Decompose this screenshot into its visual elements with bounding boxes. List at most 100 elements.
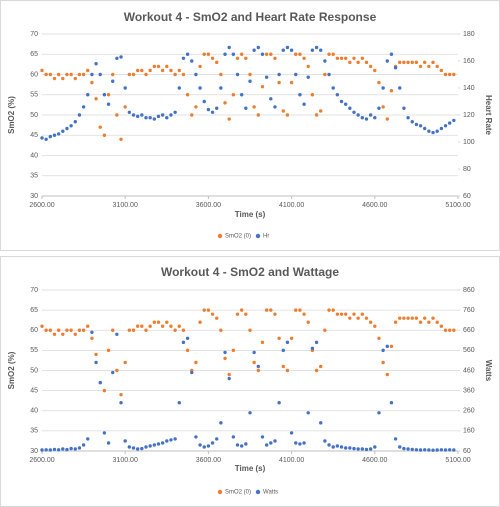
data-point — [227, 45, 231, 50]
y2-tick-label: 60 — [463, 448, 471, 455]
data-point — [73, 447, 77, 451]
data-point — [269, 441, 273, 445]
data-point — [61, 332, 65, 336]
data-point — [385, 59, 389, 63]
data-point — [185, 336, 190, 340]
data-point — [119, 401, 123, 405]
data-point — [402, 316, 406, 320]
data-point — [94, 62, 98, 66]
data-point — [414, 60, 419, 65]
data-point — [140, 68, 144, 73]
data-point — [173, 110, 177, 115]
data-point — [44, 448, 48, 452]
data-point — [210, 312, 215, 316]
y-tick-label: 55 — [30, 92, 38, 99]
data-point — [277, 72, 281, 77]
data-point — [352, 446, 356, 451]
data-point — [115, 332, 119, 336]
data-point — [327, 52, 331, 56]
data-point — [223, 356, 227, 361]
data-point — [410, 316, 414, 320]
data-point — [435, 64, 439, 69]
x-axis-title: Time (s) — [235, 210, 266, 219]
data-point — [348, 316, 352, 320]
data-point — [377, 411, 381, 415]
data-point — [156, 64, 161, 69]
data-point — [111, 72, 115, 77]
data-point — [181, 340, 186, 345]
data-point — [294, 308, 298, 312]
data-point — [281, 364, 285, 369]
data-point — [343, 102, 348, 106]
data-point — [169, 438, 173, 442]
data-point — [148, 68, 152, 73]
data-point — [231, 348, 236, 353]
data-point — [256, 364, 261, 369]
x-tick-label: 5100.00 — [445, 202, 470, 209]
data-point — [69, 446, 73, 451]
y-tick-label: 65 — [30, 307, 38, 314]
data-point — [302, 312, 306, 316]
data-point — [173, 72, 177, 77]
data-point — [277, 80, 281, 85]
data-point — [190, 113, 194, 117]
y-tick-label: 40 — [30, 408, 38, 415]
x-tick-label: 3600.00 — [196, 457, 221, 464]
data-point — [123, 105, 127, 109]
data-point — [252, 360, 256, 365]
data-point — [90, 330, 94, 334]
data-point — [185, 348, 190, 353]
legend-marker — [255, 233, 261, 239]
data-point — [310, 93, 315, 97]
data-point — [248, 72, 252, 77]
data-point — [219, 328, 223, 332]
data-point — [86, 68, 90, 73]
data-point — [239, 93, 244, 97]
data-point — [127, 328, 132, 332]
data-point — [181, 72, 186, 77]
data-point — [418, 320, 423, 324]
data-point — [73, 76, 77, 81]
data-point — [77, 72, 82, 77]
data-point — [273, 56, 277, 60]
data-point — [314, 368, 319, 373]
data-point — [135, 324, 140, 328]
data-point — [148, 444, 152, 448]
data-point — [452, 448, 456, 452]
data-point — [331, 86, 335, 90]
data-point — [348, 106, 352, 110]
data-point — [77, 446, 82, 450]
data-point — [452, 118, 456, 123]
data-point — [389, 401, 394, 405]
data-point — [231, 435, 236, 439]
x-tick-label: 2600.00 — [29, 202, 54, 209]
data-point — [435, 320, 439, 324]
data-point — [331, 52, 335, 56]
data-point — [148, 116, 152, 120]
data-point — [377, 106, 381, 110]
data-point — [260, 340, 265, 345]
data-point — [48, 134, 53, 139]
data-point — [447, 328, 452, 332]
data-point — [206, 444, 211, 448]
data-point — [306, 411, 310, 415]
data-point — [331, 445, 335, 449]
y-axis-title: SmO2 (%) — [7, 96, 16, 134]
data-point — [339, 99, 344, 104]
data-point — [256, 113, 261, 117]
data-point — [381, 105, 385, 109]
data-point — [106, 441, 111, 445]
data-point — [223, 101, 227, 105]
data-point — [40, 324, 44, 328]
data-point — [56, 448, 61, 452]
y2-tick-label: 160 — [463, 58, 475, 65]
data-point — [239, 308, 244, 312]
data-point — [156, 442, 161, 446]
data-point — [335, 93, 340, 97]
data-point — [360, 447, 365, 451]
data-point — [423, 60, 427, 65]
data-point — [398, 316, 402, 320]
data-point — [431, 60, 435, 65]
legend-label: Hr — [263, 234, 269, 240]
data-point — [239, 52, 244, 56]
